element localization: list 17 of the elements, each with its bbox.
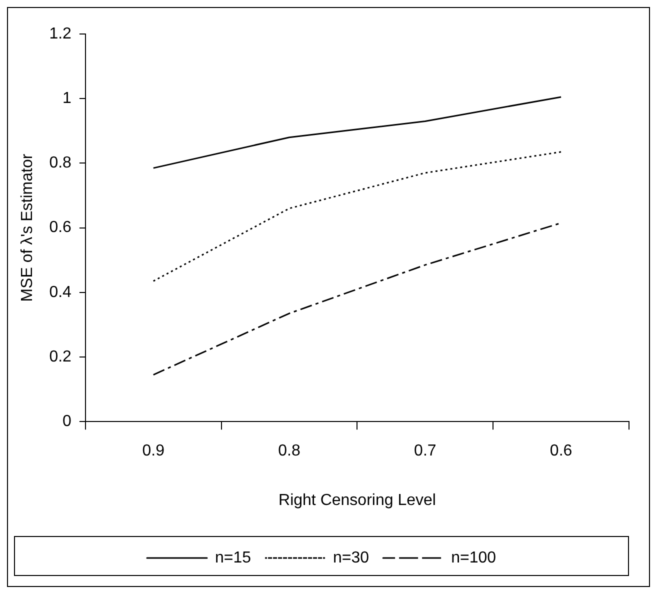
legend-label: n=15: [214, 549, 252, 566]
legend-label: n=100: [451, 549, 496, 566]
x-tick-label: 0.7: [414, 442, 436, 460]
line-series: [152, 151, 562, 282]
y-tick-label: 0.6: [49, 219, 72, 236]
x-tick-label: 0.6: [550, 442, 572, 460]
y-axis-title: MSE of λ's Estimator: [19, 153, 36, 302]
y-tick-label: 0.2: [49, 348, 72, 366]
x-tick-label: 0.9: [142, 442, 165, 460]
y-tick-label: 0.8: [49, 154, 72, 172]
y-tick-label: 1.2: [49, 25, 72, 42]
y-tick-label: 0: [62, 413, 72, 430]
legend-label: n=30: [333, 549, 370, 566]
y-tick-label: 1: [62, 90, 72, 108]
y-tick-label: 0.4: [49, 284, 72, 301]
x-axis-title: Right Censoring Level: [278, 492, 436, 509]
x-tick-label: 0.8: [278, 442, 300, 460]
